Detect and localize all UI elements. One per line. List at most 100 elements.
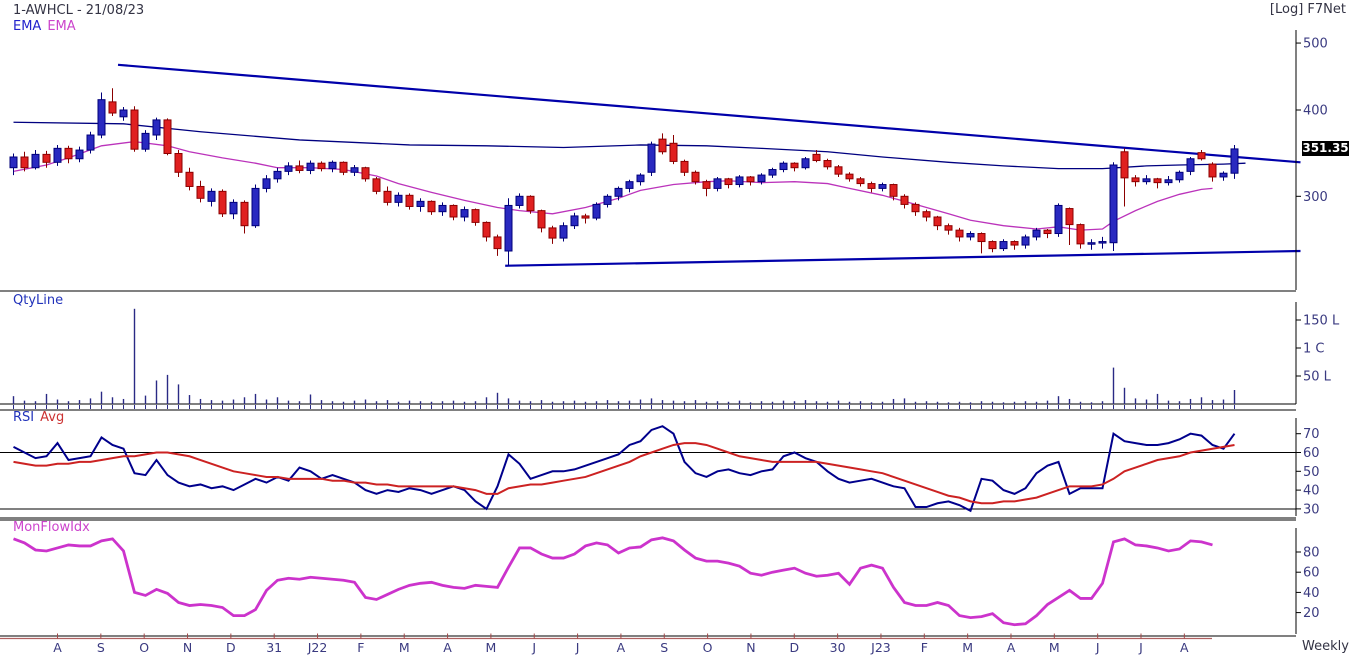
trendlines [117,63,1301,267]
candle-body [31,153,40,169]
candle-body [240,201,249,227]
candle-body [658,138,667,153]
candle-body [581,215,590,219]
time-axis-label: S [660,640,668,655]
candle-body [405,194,414,207]
time-axis-label: M [962,640,973,655]
quantity-panel-label: QtyLine [13,293,64,308]
candle-body [317,162,326,170]
scale-tick-label: 400 [1303,104,1328,119]
time-axis-label: A [1180,640,1189,655]
time-axis-label: J [531,640,536,655]
candle-body [625,181,634,189]
candle-body [306,162,315,171]
candle-body [1230,148,1239,174]
candle-body [1098,241,1107,244]
candle-body [339,161,348,173]
candle-body [350,167,359,173]
time-axis-label: M [1049,640,1060,655]
candle-body [42,153,51,163]
candle-body [977,233,986,243]
candle-body [229,201,238,215]
candle-body [75,149,84,160]
scale-tick-label: 40 [1303,586,1320,601]
candle-body [1197,152,1206,160]
time-axis-label: A [443,640,452,655]
candle-body [482,221,491,238]
time-axis: A S O N D 31 J22 F M A M J J A S O N D 30 J23 F M A M J J A [0,633,1212,655]
candle-body [427,200,436,213]
candle-body [702,181,711,189]
candle-body [361,167,370,180]
candle-body [1032,229,1041,238]
scale-tick-label: 50 [1303,465,1320,480]
candle-body [1054,204,1063,235]
right-axis: 500 400 300 150 L 1 C 50 L 70 60 50 40 30 80 60 40 20 [1295,30,1340,634]
candle-body [1219,172,1228,178]
candle-body [614,187,623,197]
candle-body [1153,178,1162,184]
candle-body [449,204,458,218]
time-axis-label: J23 [870,640,891,655]
candle-body [636,174,645,183]
candle-body [911,203,920,213]
scale-tick-label: 60 [1303,446,1320,461]
candle-body [460,209,469,218]
volume-bars [12,308,1236,409]
candle-body [284,165,293,172]
time-axis-label: A [1007,640,1016,655]
candle-body [713,178,722,189]
candle-body [1076,224,1085,245]
candle-body [1043,229,1052,235]
periodicity-label: Weekly [1302,639,1349,654]
scale-tick-label: 30 [1303,502,1320,517]
candle-body [955,229,964,238]
candle-body [669,142,678,162]
candle-body [207,190,216,202]
time-axis-label: S [97,640,105,655]
time-axis-label: N [183,640,192,655]
candle-body [372,178,381,192]
candle-body [1131,177,1140,183]
candle-body [1087,242,1096,245]
time-axis-label: 31 [266,640,282,655]
candle-body [97,99,106,136]
candle-body [570,215,579,227]
rsi-panel-labels: RSI Avg [13,411,64,424]
rsi-avg-label: Avg [40,410,65,425]
candle-body [218,190,227,215]
candle-body [141,132,150,150]
candle-body [163,119,172,155]
candle-body [504,204,513,252]
candle-body [746,176,755,183]
candle-body [757,174,766,183]
candle-body [779,162,788,171]
time-axis-label: M [399,640,410,655]
candle-body [1021,236,1030,246]
candle-body [735,176,744,186]
mfi-line [13,536,1213,627]
candle-body [1142,178,1151,183]
time-axis-label: D [789,640,799,655]
candle-body [416,200,425,207]
candle-body [493,236,502,250]
candle-body [196,185,205,199]
candle-body [86,134,95,151]
ema-magenta-legend: EMA [47,19,76,34]
panel-lines [0,290,1296,637]
time-axis-label: J [1095,640,1100,655]
rsi-avg-line [13,442,1235,505]
time-axis-label: N [746,640,755,655]
candle-body [1208,163,1217,178]
candle-body [1109,164,1118,244]
time-axis-label: 30 [830,640,846,655]
candle-body [823,160,832,168]
candle-body [900,195,909,205]
candle-body [647,143,656,173]
candle-body [130,109,139,150]
candle-body [328,161,337,170]
time-axis-label: D [226,640,236,655]
time-axis-label: O [139,640,149,655]
ema-blue-line [13,121,1246,170]
